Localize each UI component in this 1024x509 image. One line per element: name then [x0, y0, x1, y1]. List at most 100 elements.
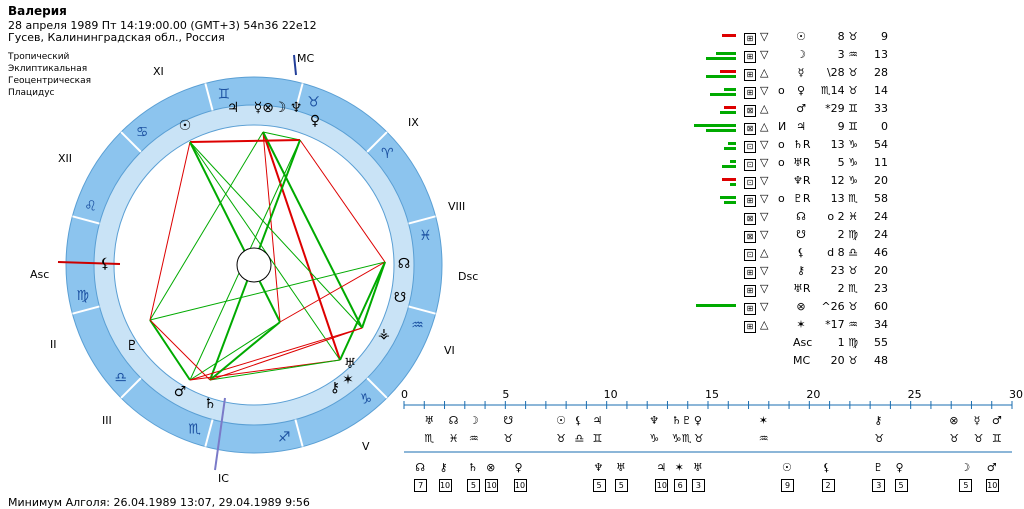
planet-row: ⊡ ▽ о ♄R 13 ♑ 54 [696, 138, 1024, 155]
row-flag: о [778, 156, 785, 169]
aspect-line [262, 131, 301, 141]
planet-row: ⊞ △ ✶ *17 ♒ 34 [696, 318, 1024, 335]
row-box: ⊠ [744, 231, 756, 243]
row-glyph: ⚷ [796, 264, 806, 277]
row-glyph: ♀ [796, 84, 806, 97]
timeline-bottom-number: 10 [438, 479, 452, 492]
row-box: ⊡ [744, 177, 756, 189]
planet-glyph: ☊ [398, 256, 410, 272]
row-min: 14 [874, 84, 888, 97]
timeline-bottom-number: 5 [959, 479, 973, 492]
asc-line [57, 261, 121, 265]
strength-bar [716, 52, 736, 55]
row-box: ⊞ [744, 195, 756, 207]
row-asp: △ [760, 246, 769, 259]
timeline-planet: ☊ [448, 414, 459, 427]
timeline-bottom-number: 7 [414, 479, 428, 492]
strength-bar [730, 183, 736, 186]
planet-row: ⊡ △ ⚸ d 8 ♎ 46 [696, 246, 1024, 263]
strength-bar [706, 129, 736, 132]
sign-divider [366, 377, 388, 399]
row-asp: ▽ [760, 138, 769, 151]
row-min: 55 [874, 336, 888, 349]
strength-bar [720, 196, 736, 199]
strength-bar [710, 93, 736, 96]
row-min: 48 [874, 354, 888, 367]
timeline-sign: ♉ [949, 432, 960, 445]
timeline-planet: ✶ [758, 414, 768, 427]
planet-row: ⊠ ▽ ☋ 2 ♍ 24 [696, 228, 1024, 245]
row-val: 23 ♉ [830, 264, 858, 277]
house-label: VIII [448, 200, 465, 213]
row-min: 28 [874, 66, 888, 79]
planet-glyph: ♄ [204, 396, 217, 412]
row-box: ⊡ [744, 249, 756, 261]
planet-row: ⊞ ▽ о ♇R 13 ♏ 58 [696, 192, 1024, 209]
row-asp: ▽ [760, 48, 769, 61]
system-houses: Плацидус [8, 88, 55, 98]
timeline-bottom-number: 5 [592, 479, 606, 492]
birth-datetime: 28 апреля 1989 Пт 14:19:00.00 (GMT+3) 54… [8, 19, 317, 32]
timeline-sign: ♉ [874, 432, 885, 445]
row-val: 3 ♒ [837, 48, 858, 61]
timeline-tick-label: 5 [502, 388, 510, 401]
strength-bar [724, 147, 736, 150]
row-min: 20 [874, 174, 888, 187]
timeline-bottom-number: 10 [985, 479, 999, 492]
timeline-bottom-glyph: ⚸ [822, 461, 831, 474]
center-circle [236, 247, 272, 283]
planet-row: ⊠ △ ♂ *29 ♊ 33 [696, 102, 1024, 119]
row-box: ⊞ [744, 33, 756, 45]
timeline-sign: ♑ [649, 432, 660, 445]
zodiac-sign: ♊ [218, 87, 231, 103]
row-glyph: ☋ [796, 228, 806, 241]
row-asp: ▽ [760, 210, 769, 223]
row-glyph: ♂ [796, 102, 806, 115]
timeline-planet: ☿ [973, 414, 981, 427]
row-min: 60 [874, 300, 888, 313]
timeline-bottom-glyph: ☊ [415, 461, 425, 474]
planet-glyph: ♇ [126, 338, 139, 354]
row-flag: И [778, 120, 787, 133]
timeline-bottom-glyph: ♀ [895, 461, 904, 474]
row-min: 46 [874, 246, 888, 259]
row-glyph: ☿ [797, 66, 805, 79]
timeline-sign: ♉ [503, 432, 514, 445]
strength-bar [694, 124, 736, 127]
aspect-line [209, 327, 363, 381]
timeline-bottom-number: 3 [872, 479, 886, 492]
row-asp: ▽ [760, 264, 769, 277]
asc-label: Asc [30, 268, 49, 281]
timeline-bottom-glyph: ☉ [782, 461, 792, 474]
row-min: 20 [874, 264, 888, 277]
row-min: 54 [874, 138, 888, 151]
aspect-line [149, 319, 211, 381]
row-val: о 2 ♓ [827, 210, 858, 223]
timeline-bottom-glyph: ♇ [873, 461, 884, 474]
row-val: 13 ♑ [830, 138, 858, 151]
planet-glyph: ⚶ [378, 326, 390, 342]
row-box: ⊞ [744, 69, 756, 81]
row-min: 24 [874, 228, 888, 241]
strength-bar [720, 70, 736, 73]
sign-divider [72, 305, 100, 315]
planet-row: ⊡ ▽ ♆R 12 ♑ 20 [696, 174, 1024, 191]
house-label: IX [408, 116, 419, 129]
system-coords: Эклиптикальная [8, 64, 88, 74]
timeline-bottom-glyph: ☽ [960, 461, 971, 474]
row-glyph: Asc [793, 336, 813, 349]
ic-label: IC [218, 472, 229, 485]
row-box: ⊞ [744, 285, 756, 297]
timeline-sign: ♉ [693, 432, 704, 445]
row-min: 13 [874, 48, 888, 61]
row-asp: ▽ [760, 282, 769, 295]
row-box: ⊞ [744, 51, 756, 63]
timeline-planet: ☽ [468, 414, 479, 427]
row-flag: о [778, 192, 785, 205]
dsc-label: Dsc [458, 270, 478, 283]
row-asp: ▽ [760, 84, 769, 97]
row-asp: ▽ [760, 156, 769, 169]
house-label: III [102, 414, 112, 427]
aspect-line [209, 359, 341, 381]
row-box: ⊡ [744, 141, 756, 153]
